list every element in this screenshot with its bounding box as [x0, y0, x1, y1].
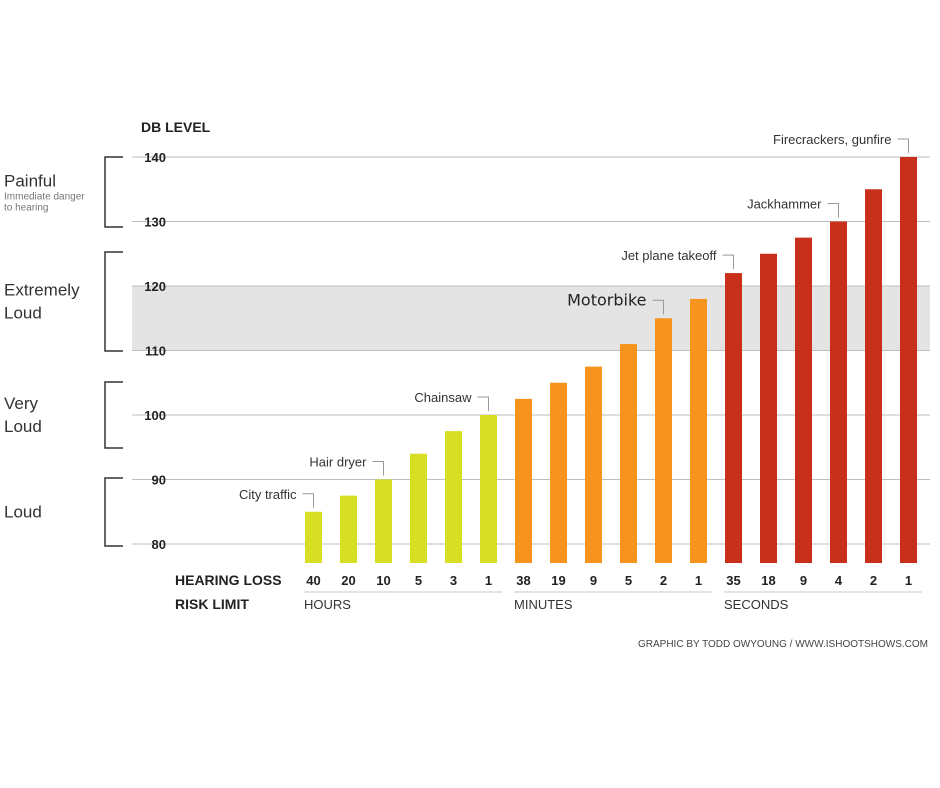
annotations: City traffic Hair dryer Chainsaw Motorbike J…: [239, 132, 909, 508]
unit-label-seconds: SECONDS: [724, 597, 789, 612]
risk-limit-40-hours: 40: [306, 573, 320, 588]
unit-label-minutes: MINUTES: [514, 597, 573, 612]
row-label-hearing-loss: HEARING LOSS: [175, 572, 282, 588]
bracket-loud: [104, 477, 123, 547]
bar-4-seconds: [830, 221, 847, 563]
leader-hair-dryer: [372, 461, 384, 476]
risk-limit-5-minutes: 5: [625, 573, 632, 588]
bar-9-seconds: [795, 237, 812, 563]
category-label-extremely-loud-0: Extremely: [4, 281, 80, 300]
annotation-hair-dryer: Hair dryer: [309, 455, 367, 470]
risk-limit-1-seconds: 1: [905, 573, 912, 588]
risk-limit-4-seconds: 4: [835, 573, 843, 588]
y-tick-label-80: 80: [152, 537, 166, 552]
bar-5-minutes: [620, 344, 637, 563]
annotation-firecrackers-gunfire: Firecrackers, gunfire: [773, 132, 891, 147]
bars: [305, 157, 917, 563]
annotation-city-traffic: City traffic: [239, 487, 297, 502]
credit-line: GRAPHIC BY TODD OWYOUNG / WWW.ISHOOTSHOW…: [638, 639, 928, 650]
y-tick-label-130: 130: [144, 215, 166, 230]
risk-limit-18-seconds: 18: [761, 573, 775, 588]
category-sublabel-painful-1: to hearing: [4, 203, 48, 214]
y-tick-label-90: 90: [152, 473, 166, 488]
leader-motorbike: [652, 299, 664, 315]
bar-40-hours: [305, 511, 322, 563]
bracket-extremely-loud: [104, 251, 123, 352]
risk-limit-5-hours: 5: [415, 573, 422, 588]
row-label-risk-limit: RISK LIMIT: [175, 596, 249, 612]
category-label-painful-0: Painful: [4, 172, 56, 191]
risk-limit-values: 40 20 10 5 3 1 38 19 9 5 2 1 35 18 9 4 2 1: [306, 573, 912, 588]
leader-chainsaw: [477, 396, 489, 411]
annotation-jet-plane-takeoff: Jet plane takeoff: [621, 248, 717, 263]
time-unit-groups: HOURS MINUTES SECONDS: [304, 591, 922, 612]
y-tick-label-100: 100: [144, 408, 166, 423]
bar-10-hours: [375, 479, 392, 563]
risk-limit-10-hours: 10: [376, 573, 390, 588]
bar-2-minutes: [655, 318, 672, 563]
bar-9-minutes: [585, 366, 602, 563]
bar-38-minutes: [515, 398, 532, 563]
unit-label-hours: HOURS: [304, 597, 351, 612]
category-label-very-loud-1: Loud: [4, 417, 42, 436]
risk-limit-9-minutes: 9: [590, 573, 597, 588]
risk-limit-2-seconds: 2: [870, 573, 877, 588]
leader-jackhammer: [827, 203, 839, 218]
annotation-motorbike: Motorbike: [567, 290, 646, 309]
bar-18-seconds: [760, 253, 777, 563]
risk-limit-2-minutes: 2: [660, 573, 667, 588]
category-sublabel-painful-0: Immediate danger: [4, 192, 85, 203]
y-axis-title: DB LEVEL: [141, 119, 211, 135]
bracket-very-loud: [104, 381, 123, 449]
risk-limit-1-minutes: 1: [695, 573, 702, 588]
y-tick-label-120: 120: [144, 279, 166, 294]
noise-category-brackets: Loud Very Loud Extremely Loud PainfulImmediat…: [4, 156, 123, 547]
annotation-jackhammer: Jackhammer: [747, 197, 822, 212]
bar-3-hours: [445, 431, 462, 563]
bar-20-hours: [340, 495, 357, 563]
bar-2-seconds: [865, 189, 882, 563]
risk-limit-19-minutes: 19: [551, 573, 565, 588]
bar-35-seconds: [725, 273, 742, 563]
leader-city-traffic: [302, 493, 314, 508]
bar-1-minutes: [690, 298, 707, 563]
y-tick-label-110: 110: [145, 344, 166, 359]
bracket-painful: [104, 156, 123, 228]
risk-limit-38-minutes: 38: [516, 573, 530, 588]
risk-limit-1-hours: 1: [485, 573, 492, 588]
bar-1-hours: [480, 415, 497, 563]
leader-jet-plane-takeoff: [722, 254, 734, 270]
bar-5-hours: [410, 453, 427, 563]
risk-limit-3-hours: 3: [450, 573, 457, 588]
risk-limit-9-seconds: 9: [800, 573, 807, 588]
leader-firecrackers-gunfire: [897, 138, 909, 153]
category-label-very-loud-0: Very: [4, 394, 39, 413]
annotation-chainsaw: Chainsaw: [414, 390, 472, 405]
bar-1-seconds: [900, 157, 917, 563]
y-tick-label-140: 140: [144, 150, 166, 165]
category-label-loud-0: Loud: [4, 503, 42, 522]
bar-19-minutes: [550, 382, 567, 563]
category-label-extremely-loud-1: Loud: [4, 304, 42, 323]
risk-limit-35-seconds: 35: [726, 573, 740, 588]
risk-limit-20-hours: 20: [341, 573, 355, 588]
y-axis-ticks: 80 90 100 110 120 130 140: [144, 150, 166, 552]
